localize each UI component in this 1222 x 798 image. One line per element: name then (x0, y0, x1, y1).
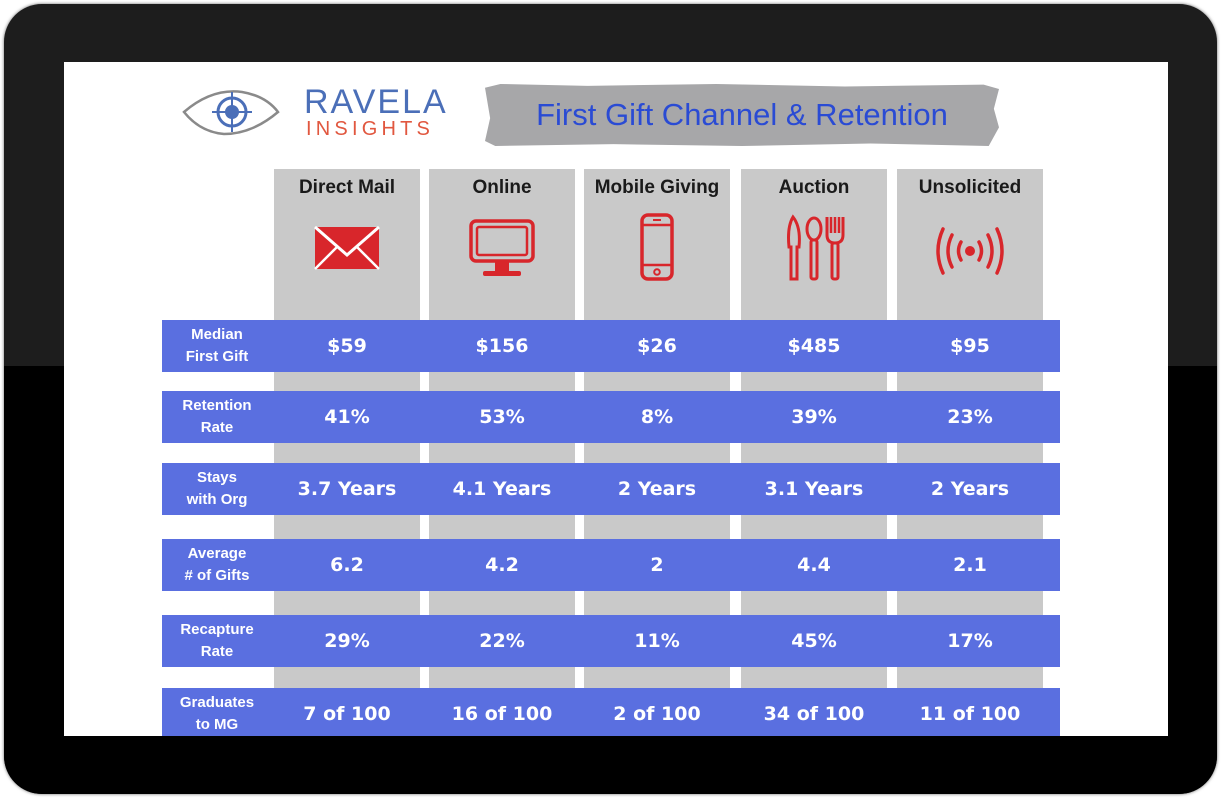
table-cell: 45% (791, 630, 837, 652)
row-label: Median First Gift (185, 326, 249, 365)
column-header: Online (472, 177, 532, 198)
table-cell: 7 of 100 (303, 703, 391, 725)
table-cell: 53% (479, 406, 525, 428)
table-row-retention-rate: Retention Rate 41% 53% 8% 39% 23% (162, 391, 1060, 443)
table-cell: 39% (791, 406, 837, 428)
column-header: Auction (778, 177, 850, 198)
column-header: Unsolicited (918, 177, 1022, 198)
row-label: Stays with Org (186, 469, 248, 508)
brand-tagline: INSIGHTS (306, 118, 435, 140)
table-cell: 4.2 (485, 554, 519, 576)
table-row-stays-with-org: Stays with Org 3.7 Years 4.1 Years 2 Year… (162, 463, 1060, 515)
table-cell: $156 (475, 335, 529, 357)
table-cell: 2 Years (617, 478, 697, 500)
row-label: Recapture Rate (180, 621, 254, 660)
table-row-graduates-to-mg: Graduates to MG 7 of 100 16 of 100 2 of 1… (162, 688, 1060, 736)
cutlery-icon (787, 214, 845, 281)
brand-name: RAVELA (304, 83, 448, 121)
page-title: First Gift Channel & Retention (536, 97, 948, 132)
tablet-frame: RAVELA INSIGHTS First Gift Channel & Ret… (4, 4, 1217, 794)
title-banner: First Gift Channel & Retention (485, 84, 999, 146)
table-cell: 2 Years (930, 478, 1010, 500)
table-cell: 2 (650, 554, 664, 576)
column-header: Mobile Giving (594, 177, 720, 198)
row-label: Graduates to MG (179, 694, 255, 733)
table-cell: 11 of 100 (919, 703, 1021, 725)
table-cell: $485 (787, 335, 841, 357)
table-row-median-first-gift: Median First Gift $59 $156 $26 $485 $95 (162, 320, 1060, 372)
table-cell: 29% (324, 630, 370, 652)
table-cell: 3.7 Years (297, 478, 397, 500)
table-cell: $26 (637, 335, 677, 357)
table-cell: 41% (324, 406, 370, 428)
table-cell: $95 (950, 335, 990, 357)
table-cell: 6.2 (330, 554, 364, 576)
infographic-screen: RAVELA INSIGHTS First Gift Channel & Ret… (64, 62, 1168, 736)
table-cell: 2.1 (953, 554, 987, 576)
table-cell: 23% (947, 406, 993, 428)
table-cell: 11% (634, 630, 680, 652)
broadcast-icon (936, 227, 1004, 275)
table-cell: 4.4 (797, 554, 831, 576)
table-cell: 8% (640, 406, 674, 428)
table-cell: 3.1 Years (764, 478, 864, 500)
eye-logo-icon (182, 90, 280, 136)
row-label: Average # of Gifts (184, 545, 250, 584)
row-label: Retention Rate (182, 397, 252, 436)
table-cell: 17% (947, 630, 993, 652)
table-cell: 16 of 100 (451, 703, 553, 725)
table-cell: 22% (479, 630, 525, 652)
envelope-icon (314, 225, 380, 270)
mobile-phone-icon (640, 213, 674, 281)
table-row-average-gifts: Average # of Gifts 6.2 4.2 2 4.4 2.1 (162, 539, 1060, 591)
table-cell: 4.1 Years (452, 478, 552, 500)
column-header: Direct Mail (298, 177, 396, 198)
table-cell: 2 of 100 (613, 703, 701, 725)
table-row-recapture-rate: Recapture Rate 29% 22% 11% 45% 17% (162, 615, 1060, 667)
monitor-icon (469, 219, 535, 276)
table-cell: $59 (327, 335, 367, 357)
table-cell: 34 of 100 (763, 703, 865, 725)
